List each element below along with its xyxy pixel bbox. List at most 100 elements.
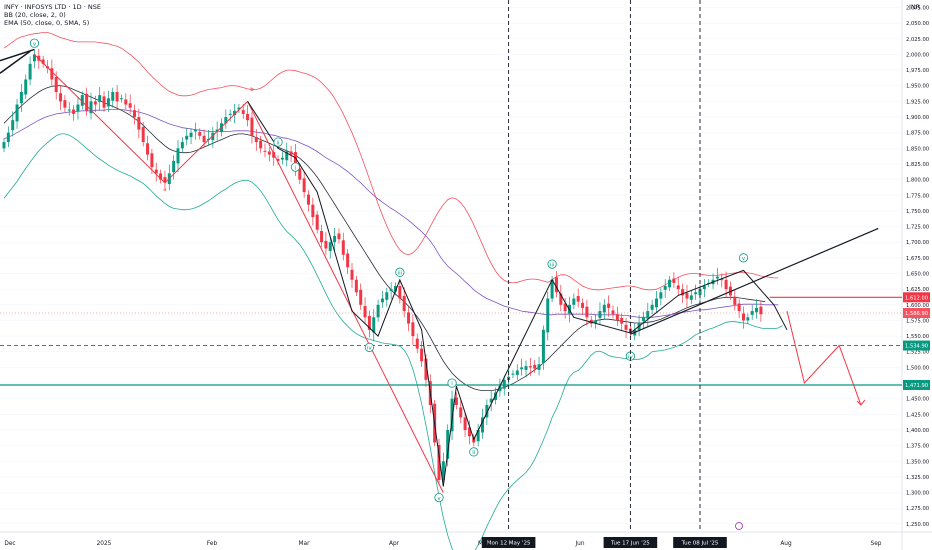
wave-label-circle	[547, 259, 557, 269]
candle-body	[463, 417, 467, 430]
candle-body	[655, 298, 658, 308]
candle-body	[724, 279, 728, 290]
wave-label-text: ii	[472, 450, 476, 456]
candle-body	[185, 135, 189, 140]
candle-body	[481, 417, 484, 433]
wave-path-decline-a	[34, 54, 166, 184]
candle-body	[559, 293, 563, 305]
y-tick-label: 1,325.00	[906, 475, 929, 481]
candle-body	[624, 324, 628, 330]
wave-path-rebound	[442, 269, 788, 487]
candle-body	[563, 303, 567, 312]
y-tick-label: 1,775.00	[906, 193, 929, 199]
ema-indicator-label[interactable]: EMA (50, close, 0, SMA, 5)	[4, 19, 90, 27]
candle-body	[59, 93, 63, 102]
candle-body	[659, 292, 663, 299]
candle-body	[685, 292, 689, 299]
candle-body	[67, 109, 71, 111]
wave-label-text: v	[742, 256, 746, 262]
candle-body	[15, 104, 19, 122]
candle-body	[537, 364, 541, 370]
candle-body	[450, 398, 454, 432]
price-tag-bg	[903, 379, 930, 390]
candle-body	[420, 348, 424, 362]
candle-body	[328, 242, 332, 251]
y-tick-label: 1,650.00	[906, 272, 929, 278]
wave-label-circle	[29, 38, 40, 48]
candle-body	[411, 322, 415, 337]
candle-body	[50, 68, 54, 80]
date-marker-label: Tue 17 Jun '25	[610, 541, 650, 547]
wave-label-circle	[290, 162, 301, 172]
y-tick-label: 1,600.00	[906, 303, 929, 309]
time-axis[interactable]: Dec 2025 Feb Mar Apr May Jun Jul Aug Sep	[4, 522, 882, 548]
lead-arrow	[0, 48, 35, 62]
candle-body	[154, 169, 158, 174]
bb-upper-line	[3, 32, 779, 291]
wave-label-text: iii	[398, 270, 403, 276]
candle-body	[311, 204, 315, 218]
y-tick-label: 1,900.00	[906, 115, 929, 121]
candle-body	[54, 76, 58, 93]
y-tick-label: 1,300.00	[906, 491, 929, 497]
candle-body	[172, 160, 176, 173]
wave-label-text: iv	[367, 346, 373, 352]
candle-body	[594, 320, 598, 324]
candle-body	[72, 109, 76, 114]
wave-path-rally-b	[164, 101, 248, 184]
candle-body	[293, 152, 297, 168]
wave-path-projection	[786, 310, 862, 406]
price-tag-bg	[903, 308, 930, 319]
candle-body	[198, 132, 202, 136]
candle-body	[302, 178, 306, 193]
candle-body	[602, 304, 606, 313]
wave-label-text: i	[451, 381, 453, 387]
candle-body	[276, 158, 280, 161]
y-tick-label: 1,725.00	[906, 225, 929, 231]
candle-body	[476, 429, 480, 442]
candle-body	[11, 120, 15, 131]
date-marker-label: Mon 12 May '25	[487, 541, 531, 547]
candle-body	[672, 278, 676, 283]
candle-body	[572, 298, 576, 305]
candle-body	[337, 233, 341, 240]
candle-body	[607, 303, 611, 308]
x-tick-label: 2025	[97, 541, 112, 547]
candle-body	[489, 398, 493, 403]
bb-indicator-label[interactable]: BB (20, close, 2, 0)	[4, 11, 66, 19]
x-tick-label: May	[478, 541, 491, 547]
wave-label-circle	[273, 137, 283, 147]
symbol-title[interactable]: INFY · INFOSYS LTD · 1D · NSE	[4, 3, 101, 11]
x-tick-label: Sep	[871, 541, 882, 547]
candle-body	[437, 445, 441, 481]
candle-body	[320, 230, 324, 243]
candle-body	[324, 240, 328, 249]
candle-body	[528, 366, 532, 368]
candle-body	[402, 296, 406, 312]
y-tick-label: 1,350.00	[906, 459, 929, 465]
y-tick-label: 1,825.00	[906, 162, 929, 168]
price-tag-label: 1,586.90	[905, 311, 928, 317]
y-tick-label: 1,850.00	[906, 146, 929, 152]
candle-body	[346, 253, 350, 268]
candle-body	[407, 312, 411, 324]
price-tag-bg	[903, 340, 930, 351]
candle-body	[2, 142, 6, 149]
y-tick-label: 1,425.00	[906, 412, 929, 418]
wave-label-text: a	[163, 187, 166, 193]
candle-body	[76, 104, 80, 112]
candle-body	[189, 132, 193, 138]
candle-body	[354, 279, 358, 293]
x-tick-label: Feb	[207, 541, 218, 547]
y-tick-label: 1,975.00	[906, 68, 929, 74]
candle-body	[350, 269, 354, 280]
candle-body	[668, 279, 672, 288]
price-axis[interactable]: 1,250.00 1,275.00 1,300.00 1,325.00 1,350.00…	[903, 6, 930, 528]
wave-path-impulse-i-to-iii	[247, 101, 444, 487]
candle-body	[246, 113, 250, 121]
wave-label-text: v	[437, 496, 441, 502]
candle-body	[93, 101, 97, 105]
currency-label: INR	[909, 3, 921, 11]
